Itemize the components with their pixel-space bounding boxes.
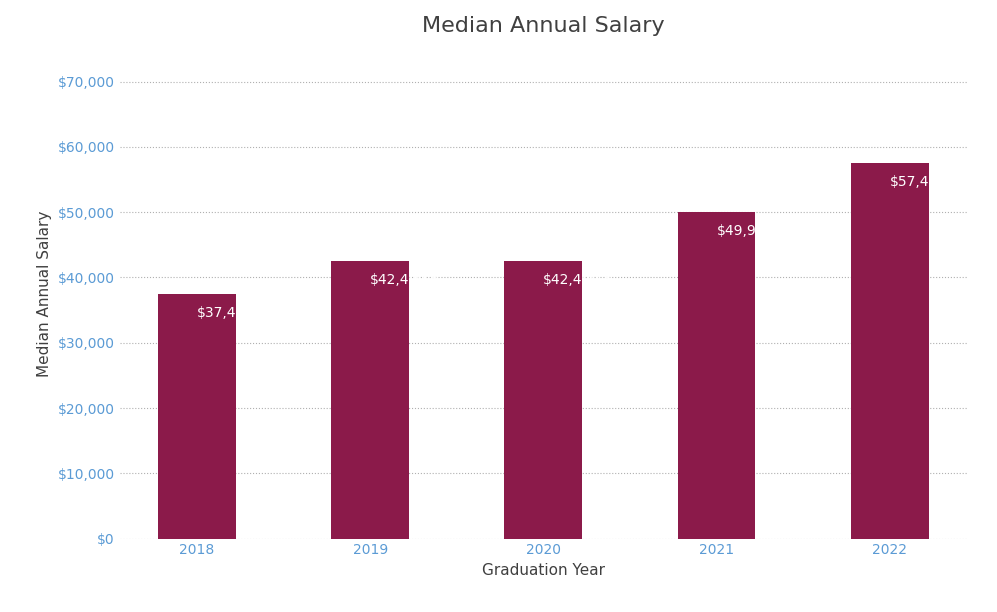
Text: $49,999.5: $49,999.5: [717, 224, 787, 238]
Bar: [159, 294, 236, 539]
Bar: [504, 261, 582, 539]
Bar: [678, 212, 756, 539]
Text: $42,499.5: $42,499.5: [543, 273, 614, 287]
X-axis label: Graduation Year: Graduation Year: [482, 563, 605, 578]
Y-axis label: Median Annual Salary: Median Annual Salary: [37, 211, 52, 377]
Bar: [331, 261, 409, 539]
Text: $57,499.5: $57,499.5: [889, 175, 960, 189]
Bar: [850, 163, 928, 539]
Title: Median Annual Salary: Median Annual Salary: [422, 17, 665, 36]
Text: $37,499.5: $37,499.5: [197, 305, 267, 319]
Text: $42,499.5: $42,499.5: [370, 273, 441, 287]
